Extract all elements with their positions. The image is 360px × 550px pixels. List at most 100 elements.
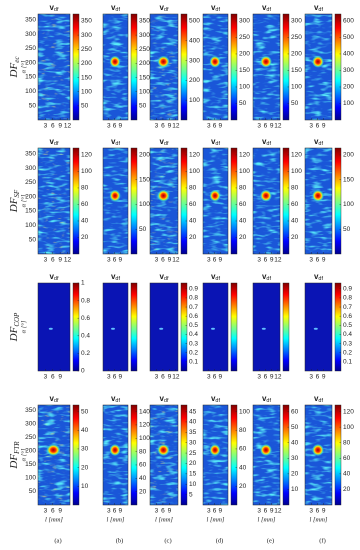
panel-frame bbox=[149, 13, 179, 121]
colorbar-tick-label: 100 bbox=[239, 168, 250, 175]
marker-label: vdf bbox=[262, 272, 272, 282]
colorbar bbox=[334, 404, 342, 506]
marker-label: vdf bbox=[262, 394, 272, 404]
panel-frame bbox=[304, 147, 333, 255]
colorbar-tick-label: 40 bbox=[81, 427, 89, 434]
colorbar bbox=[72, 13, 80, 121]
column-label: (b) bbox=[116, 537, 124, 544]
colorbar-tick-label: 150 bbox=[81, 74, 92, 81]
panel-frame bbox=[304, 404, 333, 506]
heatmap-hotspot bbox=[157, 55, 170, 68]
colorbar-tick-label: 100 bbox=[81, 168, 92, 175]
x-tick-label: 9 bbox=[270, 123, 274, 130]
colorbar-tick-label: 50 bbox=[239, 100, 247, 107]
colorbar bbox=[180, 147, 188, 255]
colorbar-tick-label: 200 bbox=[291, 51, 302, 58]
x-tick-label: 3 bbox=[257, 374, 261, 381]
colorbar-tick-label: 40 bbox=[291, 439, 299, 446]
heatmap-hotspot bbox=[260, 444, 272, 456]
text-part: df bbox=[54, 276, 59, 282]
x-axis-label: l [mm] bbox=[155, 516, 173, 523]
row-label: DFec bbox=[8, 56, 21, 79]
colorbar bbox=[72, 147, 80, 255]
colorbar-tick-label: 0 bbox=[81, 368, 85, 375]
y-axis-label: α [°] bbox=[20, 60, 27, 73]
text-part: v bbox=[211, 3, 216, 12]
colorbar-tick-label: 0.5 bbox=[343, 322, 352, 329]
colorbar-tick-label: 300 bbox=[291, 18, 302, 25]
colorbar-tick-label: 50 bbox=[291, 100, 299, 107]
text-part: COP bbox=[13, 312, 21, 327]
panel-frame bbox=[102, 13, 129, 121]
x-tick-label: 12 bbox=[172, 374, 180, 381]
x-tick-label: 9 bbox=[322, 374, 326, 381]
colorbar bbox=[334, 13, 342, 121]
marker-label: vdf bbox=[314, 137, 324, 147]
marker-label: vdf bbox=[211, 137, 221, 147]
colorbar-tick-label: 40 bbox=[343, 471, 351, 478]
x-tick-label: 9 bbox=[118, 508, 122, 515]
panel-frame bbox=[304, 282, 333, 372]
colorbar-tick-label: 0.2 bbox=[343, 349, 352, 356]
row-label: DFCOP bbox=[8, 312, 21, 342]
colorbar-tick-label: 80 bbox=[343, 439, 351, 446]
marker-label: vdf bbox=[111, 394, 121, 404]
colorbar-tick-label: 250 bbox=[291, 34, 302, 41]
colorbar bbox=[130, 147, 138, 255]
marker-label: vdf bbox=[111, 3, 121, 13]
text-part: df bbox=[54, 7, 59, 13]
x-axis-label: l [mm] bbox=[207, 516, 225, 523]
panel-frame bbox=[252, 404, 281, 506]
x-tick-label: 12 bbox=[172, 257, 180, 264]
colorbar-tick-label: 100 bbox=[81, 88, 92, 95]
x-tick-label: 12 bbox=[274, 508, 282, 515]
colorbar-tick-label: 10 bbox=[291, 486, 299, 493]
heatmap bbox=[253, 283, 280, 371]
heatmap-hotspot bbox=[109, 55, 121, 68]
colorbar-tick-label: 120 bbox=[139, 422, 150, 429]
text-part: v bbox=[111, 272, 116, 281]
y-tick-label: 250 bbox=[25, 179, 36, 186]
x-tick-label: 3 bbox=[257, 508, 261, 515]
marker-label: vdf bbox=[49, 272, 59, 282]
text-part: df bbox=[266, 398, 271, 404]
x-tick-label: 12 bbox=[64, 257, 72, 264]
colorbar-tick-label: 30 bbox=[189, 439, 197, 446]
y-axis-label: α [°] bbox=[20, 448, 27, 461]
x-tick-label: 9 bbox=[118, 374, 122, 381]
colorbar bbox=[282, 13, 290, 121]
colorbar-tick-label: 140 bbox=[139, 408, 150, 415]
colorbar bbox=[282, 404, 290, 506]
x-tick-label: 3 bbox=[107, 508, 111, 515]
x-tick-label: 9 bbox=[270, 257, 274, 264]
x-tick-label: 6 bbox=[51, 374, 55, 381]
marker-label: vdf bbox=[262, 137, 272, 147]
text-part: v bbox=[159, 137, 164, 146]
colorbar-tick-label: 200 bbox=[343, 152, 354, 159]
x-tick-label: 9 bbox=[168, 374, 172, 381]
colorbar-tick-label: 60 bbox=[139, 462, 147, 469]
colorbar-tick-label: 0.5 bbox=[189, 322, 198, 329]
colorbar-tick-label: 20 bbox=[343, 486, 351, 493]
text-part: df bbox=[164, 276, 169, 282]
colorbar bbox=[130, 13, 138, 121]
y-axis-label: α [°] bbox=[20, 320, 27, 333]
text-part: v bbox=[314, 394, 319, 403]
colorbar-tick-label: 200 bbox=[239, 51, 250, 58]
colorbar-tick-label: 0.8 bbox=[343, 295, 352, 302]
colorbar-tick-label: 80 bbox=[81, 185, 89, 192]
x-tick-label: 9 bbox=[270, 508, 274, 515]
colorbar-tick-label: 0.3 bbox=[189, 340, 198, 347]
x-tick-label: 3 bbox=[309, 257, 313, 264]
marker-label: vdf bbox=[49, 137, 59, 147]
x-tick-label: 6 bbox=[51, 508, 55, 515]
x-tick-label: 12 bbox=[274, 123, 282, 130]
x-tick-label: 6 bbox=[113, 374, 117, 381]
colorbar-tick-label: 500 bbox=[189, 18, 200, 25]
x-tick-label: 6 bbox=[51, 257, 55, 264]
colorbar-tick-label: 0.8 bbox=[189, 295, 198, 302]
x-tick-label: 6 bbox=[264, 508, 268, 515]
colorbar-tick-label: 0.2 bbox=[81, 350, 90, 357]
colorbar-tick-label: 20 bbox=[81, 464, 89, 471]
colorbar bbox=[334, 282, 342, 372]
